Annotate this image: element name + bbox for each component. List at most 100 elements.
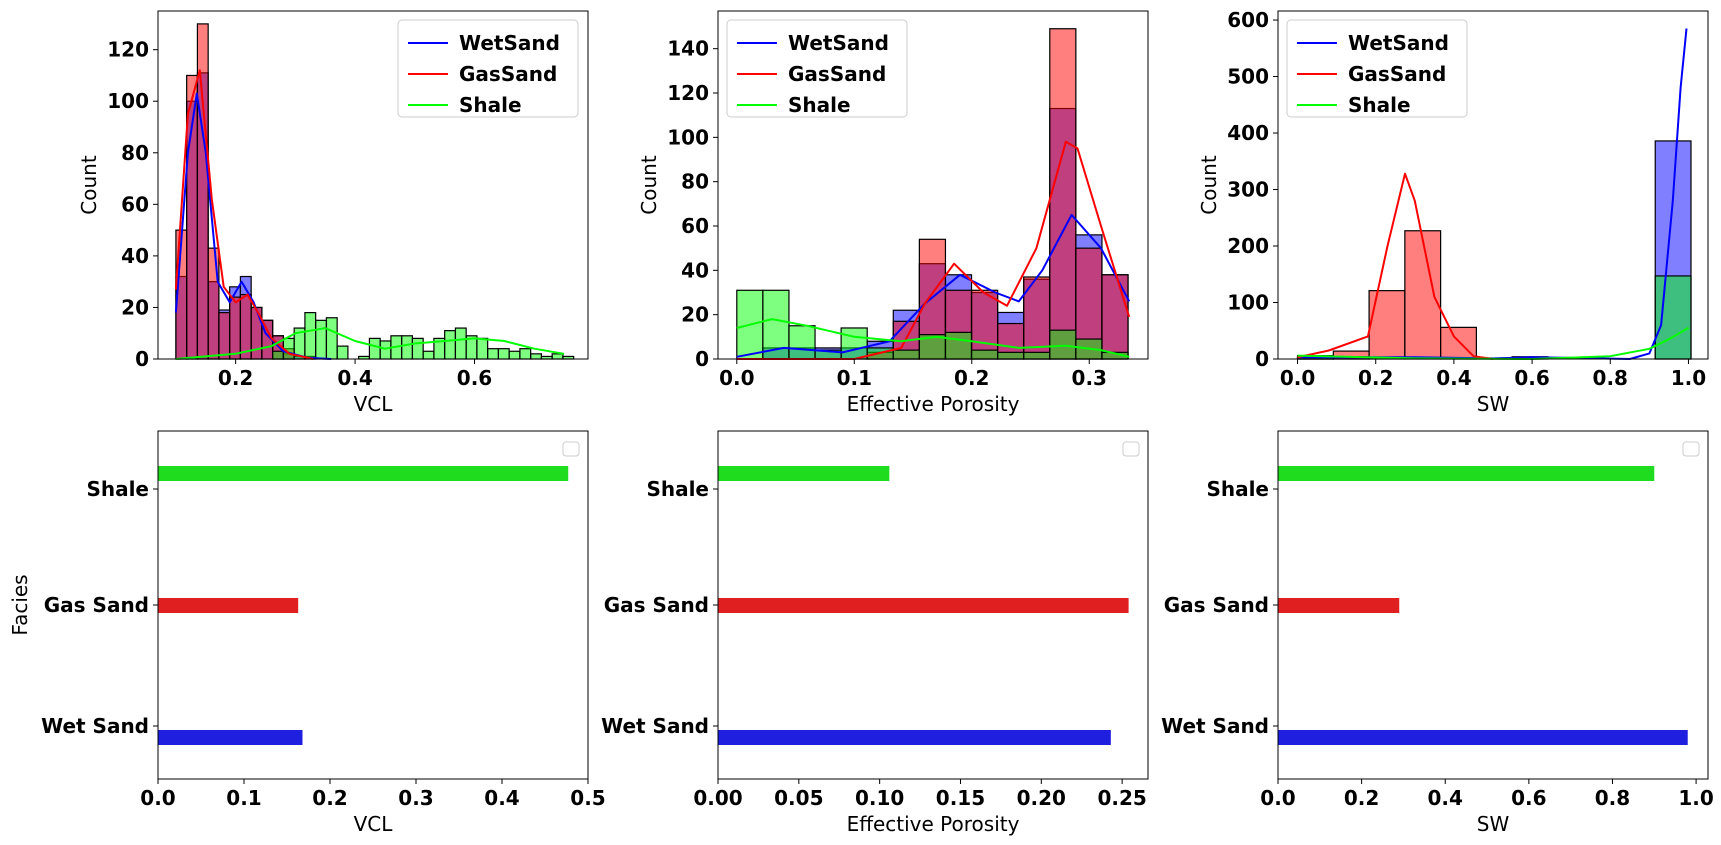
- kde-line-wetsand: [736, 213, 1131, 358]
- category-label: Gas Sand: [604, 593, 709, 617]
- y-tick-label: 120: [107, 38, 149, 62]
- hist-bar-shale: [444, 330, 457, 360]
- x-tick-label: 0.2: [1358, 366, 1393, 390]
- hist-bar-gassand: [1404, 230, 1442, 360]
- x-tick-label: 1.0: [1671, 366, 1706, 390]
- x-tick-label: 0.25: [1097, 786, 1146, 810]
- hist-bar-shale: [1654, 275, 1692, 360]
- hist-bar-shale: [401, 335, 414, 360]
- hist-bar-shale: [551, 353, 564, 360]
- kde-line-shale: [175, 327, 565, 360]
- category-label: Gas Sand: [1164, 593, 1269, 617]
- y-axis-label: Count: [1197, 155, 1221, 215]
- kde-line-shale: [1297, 327, 1689, 360]
- y-axis-label: Count: [637, 155, 661, 215]
- x-tick-label: 0.00: [693, 786, 742, 810]
- axes-frame: [157, 10, 589, 360]
- category-label: Shale: [86, 477, 149, 501]
- hist-bar-gassand: [239, 293, 252, 360]
- y-tick-label: 500: [1227, 65, 1269, 89]
- axes-frame: [1277, 10, 1709, 360]
- hist-bar-shale: [519, 348, 532, 360]
- axes-frame: [717, 430, 1149, 780]
- kde-line-shale: [736, 318, 1130, 358]
- x-tick-label: 0.15: [936, 786, 985, 810]
- legend: WetSand GasSand Shale: [726, 19, 908, 118]
- empty-legend-box: [562, 441, 580, 457]
- bar-gas-sand: [1278, 598, 1400, 613]
- bar-gas-sand: [718, 598, 1129, 613]
- legend-label-wetsand: WetSand: [788, 31, 889, 55]
- y-tick-label: 80: [121, 141, 149, 165]
- hist-bar-shale: [422, 350, 435, 360]
- hist-bar-shale: [840, 327, 868, 360]
- hist-bar-gassand: [207, 247, 220, 360]
- legend-label-gassand: GasSand: [788, 62, 886, 86]
- hist-bar-shale: [530, 353, 543, 360]
- category-label: Wet Sand: [1161, 714, 1269, 738]
- bar-shale: [1278, 466, 1655, 481]
- x-tick-label: 0.0: [140, 786, 175, 810]
- hist-bar-shale: [970, 349, 999, 360]
- hist-bar-shale: [272, 350, 285, 360]
- bar-wet-sand: [718, 730, 1111, 745]
- legend-label-gassand: GasSand: [459, 62, 557, 86]
- hist-bar-shale: [944, 331, 973, 360]
- legend-label-wetsand: WetSand: [459, 31, 560, 55]
- x-tick-label: 0.1: [837, 366, 872, 390]
- x-tick-label: 0.6: [457, 366, 492, 390]
- hist-bar-shale: [892, 349, 920, 360]
- x-tick-label: 0.2: [218, 366, 253, 390]
- y-tick-label: 120: [667, 81, 709, 105]
- hist-bar-shale: [336, 345, 349, 360]
- y-tick-label: 40: [121, 244, 149, 268]
- y-tick-label: 20: [121, 295, 149, 319]
- axes-frame: [1277, 430, 1709, 780]
- y-tick-label: 0: [1255, 347, 1269, 371]
- hist-panel-3: 0.0 0.2 0.4 0.6 0.8 1.0 0 100 200 300 400 500 600 SW C…: [1197, 8, 1709, 416]
- hist-bar-shale: [1023, 351, 1051, 360]
- category-label: Gas Sand: [44, 593, 149, 617]
- x-tick-label: 0.0: [719, 366, 754, 390]
- kde-line-gassand: [1297, 172, 1494, 360]
- y-tick-label: 40: [681, 258, 709, 282]
- x-tick-label: 0.3: [398, 786, 433, 810]
- x-tick-label: 0.10: [855, 786, 904, 810]
- y-tick-label: 0: [695, 347, 709, 371]
- legend-label-shale: Shale: [1348, 93, 1411, 117]
- category-label: Shale: [646, 477, 709, 501]
- x-tick-label: 0.4: [337, 366, 372, 390]
- y-tick-label: 0: [135, 347, 149, 371]
- hist-bar-gassand: [970, 289, 999, 360]
- y-axis-label: Facies: [8, 574, 32, 635]
- legend: WetSand GasSand Shale: [397, 19, 579, 118]
- category-label: Wet Sand: [601, 714, 709, 738]
- legend-label-shale: Shale: [459, 93, 522, 117]
- x-axis-label: Effective Porosity: [847, 812, 1020, 836]
- x-tick-label: 0.3: [1072, 366, 1107, 390]
- bar-panel-3: Wet Sand Gas Sand Shale 0.0 0.2 0.4 0.6 0.8 1.0 S…: [1161, 430, 1714, 836]
- hist-bar-shale: [282, 337, 295, 360]
- x-tick-label: 0.8: [1595, 786, 1630, 810]
- x-tick-label: 0.0: [1280, 366, 1315, 390]
- hist-bar-shale: [379, 340, 392, 360]
- y-tick-label: 140: [667, 37, 709, 61]
- x-tick-label: 0.2: [954, 366, 989, 390]
- x-tick-label: 0.6: [1514, 366, 1549, 390]
- x-tick-label: 0.05: [774, 786, 823, 810]
- empty-legend-box: [1122, 441, 1140, 457]
- y-tick-label: 400: [1227, 121, 1269, 145]
- hist-bar-shale: [454, 327, 467, 360]
- legend-box: [397, 19, 579, 118]
- bar-panel-2: Wet Sand Gas Sand Shale 0.00 0.05 0.10 0.15 0.2…: [601, 430, 1149, 836]
- y-tick-label: 200: [1227, 234, 1269, 258]
- x-axis-label: VCL: [354, 392, 394, 416]
- x-axis-label: VCL: [354, 812, 394, 836]
- hist-bar-gassand: [1368, 290, 1406, 360]
- axes-frame: [157, 430, 589, 780]
- legend-box: [726, 19, 908, 118]
- hist-bar-gassand: [229, 296, 242, 360]
- kde-line-gassand: [736, 140, 1131, 360]
- axes-frame: [717, 10, 1149, 360]
